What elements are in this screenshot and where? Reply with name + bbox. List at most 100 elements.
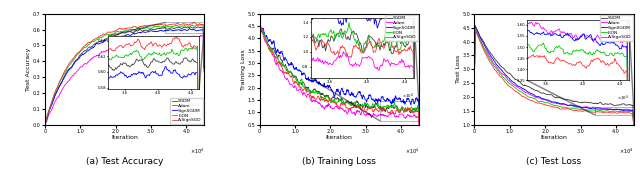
Adam bbox=[471, 27, 479, 29]
Bar bbox=[380, 101, 419, 121]
SignSGDM bbox=[630, 124, 637, 126]
Adam bbox=[628, 109, 636, 111]
SignSGDM bbox=[186, 28, 193, 30]
Adam bbox=[470, 76, 478, 78]
SGDM bbox=[156, 27, 164, 29]
LION bbox=[59, 76, 67, 78]
SignSGDM bbox=[256, 62, 264, 64]
Line: SignSGDM: SignSGDM bbox=[260, 25, 419, 113]
SignSGDM bbox=[497, 69, 505, 71]
A-SignSGD bbox=[346, 109, 353, 111]
SGDM bbox=[256, 25, 264, 27]
LION bbox=[470, 76, 478, 78]
Line: LION: LION bbox=[260, 25, 419, 115]
SignSGDM bbox=[371, 100, 379, 102]
A-SignSGD bbox=[489, 65, 497, 67]
LION bbox=[200, 64, 208, 66]
LION bbox=[415, 114, 422, 116]
Line: SignSGDM: SignSGDM bbox=[474, 26, 634, 125]
Adam bbox=[623, 108, 631, 110]
SignSGDM bbox=[41, 123, 49, 125]
LION bbox=[586, 109, 594, 111]
A-SignSGD bbox=[59, 75, 67, 77]
SignSGDM bbox=[194, 29, 202, 31]
SGDM bbox=[470, 76, 478, 78]
A-SignSGD bbox=[415, 121, 422, 123]
LION bbox=[156, 26, 164, 28]
Adam bbox=[256, 60, 264, 62]
Adam bbox=[41, 123, 49, 125]
SGDM bbox=[200, 66, 208, 68]
Adam bbox=[283, 79, 291, 81]
LION bbox=[630, 124, 637, 126]
Line: A-SignSGD: A-SignSGD bbox=[260, 27, 419, 122]
Adam bbox=[489, 61, 497, 63]
SGDM bbox=[131, 31, 138, 33]
SGDM bbox=[623, 104, 631, 106]
Line: LION: LION bbox=[474, 28, 634, 125]
Bar bbox=[595, 107, 634, 115]
A-SignSGD bbox=[408, 111, 416, 113]
LION bbox=[256, 61, 264, 63]
Adam bbox=[59, 88, 67, 90]
A-SignSGD bbox=[156, 24, 164, 26]
SGDM bbox=[415, 116, 422, 119]
Line: SGDM: SGDM bbox=[260, 26, 419, 117]
Adam bbox=[131, 42, 138, 44]
SignSGDM bbox=[623, 109, 631, 111]
LION bbox=[346, 103, 353, 105]
Y-axis label: Test Accuracy: Test Accuracy bbox=[26, 48, 31, 91]
LION bbox=[68, 62, 76, 64]
Adam bbox=[193, 36, 201, 38]
LION bbox=[623, 111, 631, 113]
LION bbox=[471, 27, 479, 29]
A-SignSGD bbox=[497, 76, 505, 78]
SGDM bbox=[283, 67, 291, 69]
Adam bbox=[198, 35, 205, 37]
Y-axis label: Training Loss: Training Loss bbox=[241, 49, 246, 90]
Adam bbox=[156, 37, 164, 39]
Line: SGDM: SGDM bbox=[45, 27, 204, 124]
A-SignSGD bbox=[131, 26, 138, 28]
Line: A-SignSGD: A-SignSGD bbox=[45, 23, 204, 123]
Adam bbox=[415, 123, 422, 125]
Text: (b) Training Loss: (b) Training Loss bbox=[302, 157, 376, 166]
Text: $\times10^4$: $\times10^4$ bbox=[189, 147, 204, 156]
A-SignSGD bbox=[68, 60, 76, 62]
Text: (a) Test Accuracy: (a) Test Accuracy bbox=[86, 157, 163, 166]
SGDM bbox=[586, 102, 594, 104]
Legend: SGDM, Adam, SignSGDM, LION, A-SignSGD: SGDM, Adam, SignSGDM, LION, A-SignSGD bbox=[600, 15, 633, 41]
Line: A-SignSGD: A-SignSGD bbox=[474, 30, 634, 125]
Adam bbox=[408, 115, 416, 117]
LION bbox=[198, 24, 205, 26]
Text: $\times10^4$: $\times10^4$ bbox=[404, 147, 419, 156]
A-SignSGD bbox=[586, 111, 594, 113]
LION bbox=[413, 107, 420, 109]
SignSGDM bbox=[586, 107, 594, 109]
SignSGDM bbox=[131, 33, 138, 35]
SignSGDM bbox=[198, 29, 205, 31]
A-SignSGD bbox=[191, 22, 198, 24]
SGDM bbox=[41, 123, 49, 125]
SGDM bbox=[497, 65, 505, 67]
LION bbox=[198, 24, 205, 26]
LION bbox=[274, 58, 282, 60]
SignSGDM bbox=[283, 59, 291, 61]
Line: Adam: Adam bbox=[474, 28, 634, 125]
Adam bbox=[68, 76, 76, 78]
A-SignSGD bbox=[283, 73, 291, 75]
Legend: SGDM, Adam, SignSGDM, LION, A-SignSGD: SGDM, Adam, SignSGDM, LION, A-SignSGD bbox=[385, 15, 418, 41]
A-SignSGD bbox=[413, 110, 420, 112]
SignSGDM bbox=[628, 110, 636, 112]
A-SignSGD bbox=[41, 122, 49, 124]
Legend: SGDM, Adam, SignSGDM, LION, A-SignSGD: SGDM, Adam, SignSGDM, LION, A-SignSGD bbox=[170, 98, 203, 124]
SGDM bbox=[371, 103, 379, 105]
SignSGDM bbox=[489, 57, 497, 60]
A-SignSGD bbox=[623, 112, 631, 114]
A-SignSGD bbox=[561, 108, 568, 110]
SignSGDM bbox=[200, 67, 208, 69]
Line: Adam: Adam bbox=[260, 25, 419, 124]
X-axis label: Iteration: Iteration bbox=[541, 135, 568, 140]
SGDM bbox=[195, 26, 202, 28]
Line: Adam: Adam bbox=[45, 35, 204, 124]
